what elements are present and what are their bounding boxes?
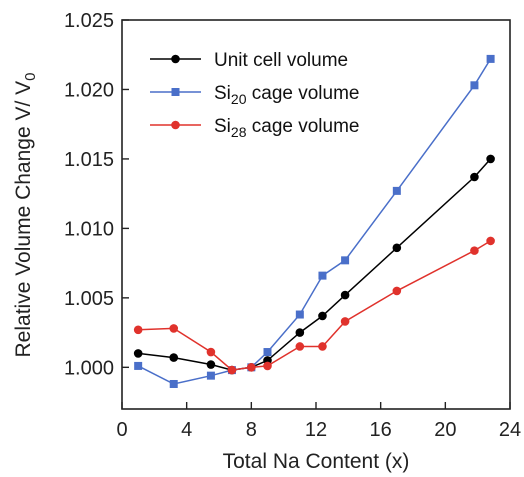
- data-point-marker: [486, 154, 495, 164]
- y-axis-title: Relative Volume Change V/ V0: [12, 72, 39, 357]
- y-axis-title-main: Relative Volume Change V/ V: [12, 81, 35, 358]
- data-point-marker: [318, 342, 327, 351]
- data-point-marker: [340, 290, 350, 300]
- legend-label-subscript: 20: [231, 91, 247, 107]
- series-line: [138, 240, 491, 371]
- data-point-marker: [133, 325, 143, 335]
- legend-entry: Unit cell volume: [150, 50, 348, 71]
- x-tick-label: 4: [181, 419, 192, 441]
- data-point-marker: [341, 256, 350, 265]
- data-point-marker: [206, 347, 216, 357]
- x-tick-label: 24: [499, 419, 521, 441]
- legend-label-main: Si: [214, 116, 231, 137]
- legend-marker: [171, 120, 180, 130]
- data-point-marker: [392, 186, 401, 195]
- y-tick-label: 1.005: [64, 288, 114, 310]
- data-point-marker: [318, 271, 327, 280]
- x-tick-label: 16: [370, 419, 392, 441]
- y-tick-label: 1.020: [64, 79, 114, 101]
- legend-label-suffix: cage volume: [246, 83, 359, 104]
- y-tick-label: 1.025: [64, 10, 114, 32]
- data-point-marker: [169, 324, 179, 333]
- data-point-marker: [263, 348, 272, 357]
- x-tick-label: 20: [434, 419, 456, 441]
- legend-marker: [171, 88, 180, 96]
- data-point-marker: [340, 317, 350, 326]
- legend-label: Unit cell volume: [214, 50, 348, 71]
- series-1: [133, 154, 495, 375]
- legend-label-suffix: cage volume: [246, 116, 359, 137]
- series-line: [138, 158, 492, 371]
- data-point-marker: [169, 379, 178, 388]
- series-3: [133, 236, 495, 375]
- legend-label-main: Unit cell volume: [214, 50, 348, 71]
- data-point-marker: [227, 365, 237, 375]
- legend-entry: Si28 cage volume: [150, 116, 360, 140]
- data-point-marker: [134, 361, 143, 370]
- data-point-marker: [470, 246, 479, 255]
- legend-marker: [171, 54, 180, 64]
- x-tick-label: 8: [246, 419, 257, 441]
- legend-label-main: Si: [214, 83, 231, 104]
- data-point-marker: [486, 236, 495, 246]
- data-point-marker: [486, 54, 495, 63]
- x-axis-title: Total Na Content (x): [223, 450, 410, 473]
- y-axis-title-subscript: 0: [22, 72, 39, 80]
- series-layer: [133, 54, 495, 388]
- data-point-marker: [133, 349, 143, 358]
- data-point-marker: [470, 81, 479, 90]
- legend-label-subscript: 28: [231, 124, 247, 140]
- data-point-marker: [295, 328, 305, 337]
- y-tick-label: 1.010: [64, 218, 114, 240]
- data-point-marker: [392, 243, 402, 253]
- series-line: [137, 58, 492, 385]
- data-point-marker: [295, 342, 305, 351]
- data-point-marker: [318, 311, 327, 321]
- x-tick-label: 0: [116, 419, 127, 441]
- data-point-marker: [206, 360, 216, 369]
- legend-label: Si28 cage volume: [214, 116, 360, 140]
- legend-entry: Si20 cage volume: [150, 83, 360, 107]
- y-tick-label: 1.000: [64, 357, 114, 379]
- data-point-marker: [247, 363, 256, 372]
- data-point-marker: [470, 172, 479, 182]
- data-point-marker: [206, 371, 215, 380]
- data-point-marker: [169, 353, 179, 362]
- data-point-marker: [263, 361, 272, 371]
- data-point-marker: [392, 286, 402, 296]
- legend-label: Si20 cage volume: [214, 83, 360, 107]
- data-point-marker: [295, 310, 304, 319]
- axis-ticks: 0 4 8 12 16 20 24 1.000 1.005 1.010 1.015 1.020 1.02…: [64, 10, 521, 441]
- x-tick-label: 12: [305, 419, 327, 441]
- y-tick-label: 1.015: [64, 149, 114, 171]
